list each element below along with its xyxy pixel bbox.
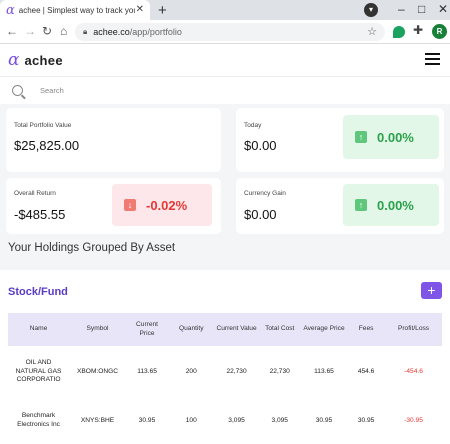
brand-name: achee xyxy=(24,52,63,68)
bookmark-star-icon[interactable]: ☆ xyxy=(367,26,377,38)
cell-current-price: 113.65 xyxy=(137,367,157,375)
card-label: Total Portfolio Value xyxy=(14,122,72,129)
column-header: Symbol xyxy=(69,313,126,346)
column-header: Current Value xyxy=(214,313,259,346)
tab-search-icon[interactable]: ▾ xyxy=(364,3,378,17)
column-header: Fees xyxy=(347,313,386,346)
cell-symbol: XNYS:BHE xyxy=(80,416,115,424)
card-value: $0.00 xyxy=(244,207,277,222)
cell-quantity: 100 xyxy=(185,416,197,424)
cell-quantity: 200 xyxy=(185,367,197,375)
browser-tab-bar: α achee | Simplest way to track you ✕ + … xyxy=(0,0,450,20)
column-header: Average Price xyxy=(300,313,348,346)
browser-tab[interactable]: α achee | Simplest way to track you ✕ xyxy=(0,0,150,20)
change-value: 0.00% xyxy=(377,197,414,213)
total-portfolio-card: Total Portfolio Value $25,825.00 xyxy=(6,108,221,172)
column-header: Quantity xyxy=(168,313,215,346)
tab-title: achee | Simplest way to track you xyxy=(18,5,135,15)
currency-gain-card: Currency Gain $0.00 ↑ 0.00% xyxy=(236,178,444,234)
arrow-up-icon: ↑ xyxy=(355,199,367,211)
arrow-up-icon: ↑ xyxy=(355,131,367,143)
brand-logo-icon: α xyxy=(8,50,20,70)
reload-icon[interactable]: ↻ xyxy=(42,24,53,38)
cell-name: OIL AND NATURAL GAS CORPORATIO xyxy=(15,359,62,384)
change-badge: ↑ 0.00% xyxy=(343,115,439,159)
table-row[interactable]: OIL AND NATURAL GAS CORPORATIO XBOM:ONGC… xyxy=(8,346,442,398)
cell-fees: 454.6 xyxy=(357,367,375,375)
card-value: $0.00 xyxy=(244,138,277,153)
cell-total-cost: 3,095 xyxy=(271,416,288,424)
close-tab-icon[interactable]: ✕ xyxy=(135,4,144,15)
close-window-icon[interactable]: ✕ xyxy=(438,2,449,16)
table-header-row: Name Symbol Current Price Quantity Curre… xyxy=(8,313,442,346)
new-tab-button[interactable]: + xyxy=(158,2,167,19)
back-icon[interactable]: ← xyxy=(6,24,18,38)
minimize-icon[interactable]: – xyxy=(398,2,405,16)
overall-return-card: Overall Return -$485.55 ↓ -0.02% xyxy=(6,178,221,234)
card-label: Today xyxy=(244,122,262,129)
forward-icon[interactable]: → xyxy=(24,24,36,38)
cell-symbol: XBOM:ONGC xyxy=(77,367,119,375)
extensions-puzzle-icon[interactable]: ✚ xyxy=(413,23,424,37)
cell-fees: 30.95 xyxy=(357,416,375,424)
cell-current-value: 22,730 xyxy=(226,367,247,375)
card-value: -$485.55 xyxy=(14,207,66,222)
cell-profit-loss: -454.6 xyxy=(404,367,423,375)
card-label: Currency Gain xyxy=(244,190,286,197)
change-value: -0.02% xyxy=(146,197,188,213)
cell-name: Benchmark Electronics Inc xyxy=(17,412,60,428)
cell-profit-loss: -30.95 xyxy=(404,416,423,424)
url-host: achee.co xyxy=(93,27,130,37)
holdings-title: Stock/Fund xyxy=(8,286,68,298)
table-row[interactable]: Benchmark Electronics Inc XNYS:BHE 30.95… xyxy=(8,398,442,444)
menu-icon[interactable] xyxy=(425,53,440,65)
address-bar[interactable]: 🔒︎ achee.co/app/portfolio ☆ xyxy=(75,23,385,41)
column-header: Name xyxy=(8,313,70,346)
cell-total-cost: 22,730 xyxy=(269,367,290,375)
column-header: Total Cost xyxy=(258,313,301,346)
change-badge: ↑ 0.00% xyxy=(343,184,439,226)
change-value: 0.00% xyxy=(377,129,414,145)
change-badge: ↓ -0.02% xyxy=(112,184,212,226)
add-holding-button[interactable]: + xyxy=(421,282,442,299)
cell-current-value: 3,095 xyxy=(228,416,245,424)
maximize-icon[interactable]: □ xyxy=(418,2,426,16)
profile-avatar[interactable]: R xyxy=(432,24,447,39)
holdings-table: Name Symbol Current Price Quantity Curre… xyxy=(8,313,442,444)
tab-favicon-icon: α xyxy=(6,2,15,18)
card-value: $25,825.00 xyxy=(14,138,80,153)
today-card: Today $0.00 ↑ 0.00% xyxy=(236,108,444,172)
cell-average-price: 113.65 xyxy=(314,367,334,375)
brand[interactable]: α achee xyxy=(8,50,63,70)
card-label: Overall Return xyxy=(14,190,56,197)
app-header: α achee xyxy=(0,44,450,76)
search-input[interactable]: Search xyxy=(40,86,64,95)
home-icon[interactable]: ⌂ xyxy=(60,24,68,38)
column-header: Current Price xyxy=(125,313,169,346)
column-header: Profit/Loss xyxy=(385,313,442,346)
search-icon xyxy=(12,85,23,96)
url-text: achee.co/app/portfolio xyxy=(93,27,182,37)
cell-current-price: 30.95 xyxy=(138,416,156,424)
browser-toolbar: ← → ↻ ⌂ 🔒︎ achee.co/app/portfolio ☆ ✚ R xyxy=(0,20,450,44)
holdings-panel: Stock/Fund + Name Symbol Current Price Q… xyxy=(0,270,450,444)
url-path: /app/portfolio xyxy=(129,27,182,37)
extension-icon[interactable] xyxy=(393,26,405,38)
lock-icon[interactable]: 🔒︎ xyxy=(83,27,88,36)
search-bar[interactable]: Search xyxy=(0,76,450,104)
arrow-down-icon: ↓ xyxy=(124,199,136,211)
cell-average-price: 30.95 xyxy=(315,416,333,424)
section-title: Your Holdings Grouped By Asset xyxy=(8,242,176,254)
